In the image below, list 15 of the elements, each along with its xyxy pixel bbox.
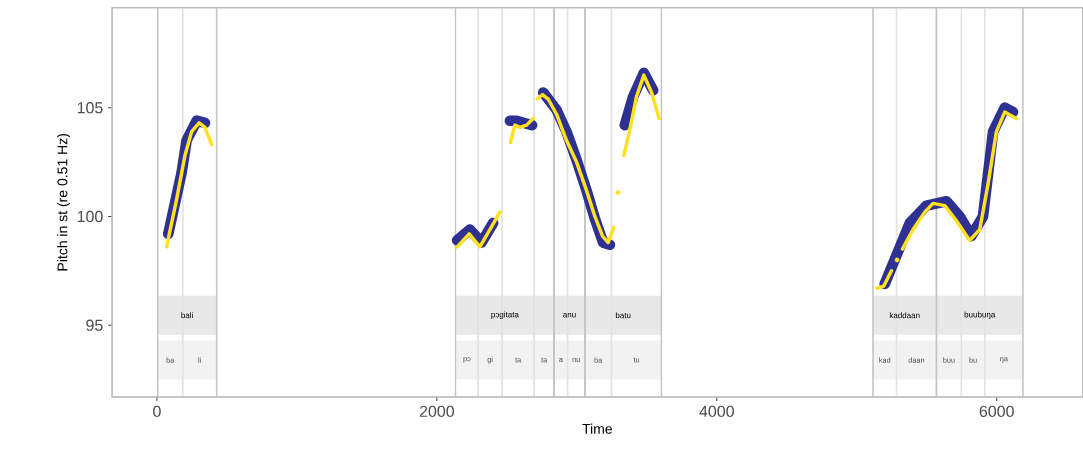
band-label: pɔgitata [491,311,519,319]
x-axis-title: Time [582,423,612,434]
x-tick-label: 0 [153,405,161,418]
x-tick-label: 2000 [419,405,455,418]
x-tick-label: 4000 [699,405,734,418]
band-label: buubuŋa [964,311,996,319]
band-label: anu [563,313,576,318]
y-tick-label: 100 [77,210,103,223]
y-tick-label: 105 [77,102,103,114]
band-label: kaddaan [889,312,920,319]
x-tick-label: 6000 [979,405,1014,418]
y-tick-label: 95 [86,319,103,331]
band-label: bali [181,312,193,319]
band-label: batu [615,312,631,319]
y-axis-title: Pitch in st (re 0.51 Hz) [57,133,71,271]
